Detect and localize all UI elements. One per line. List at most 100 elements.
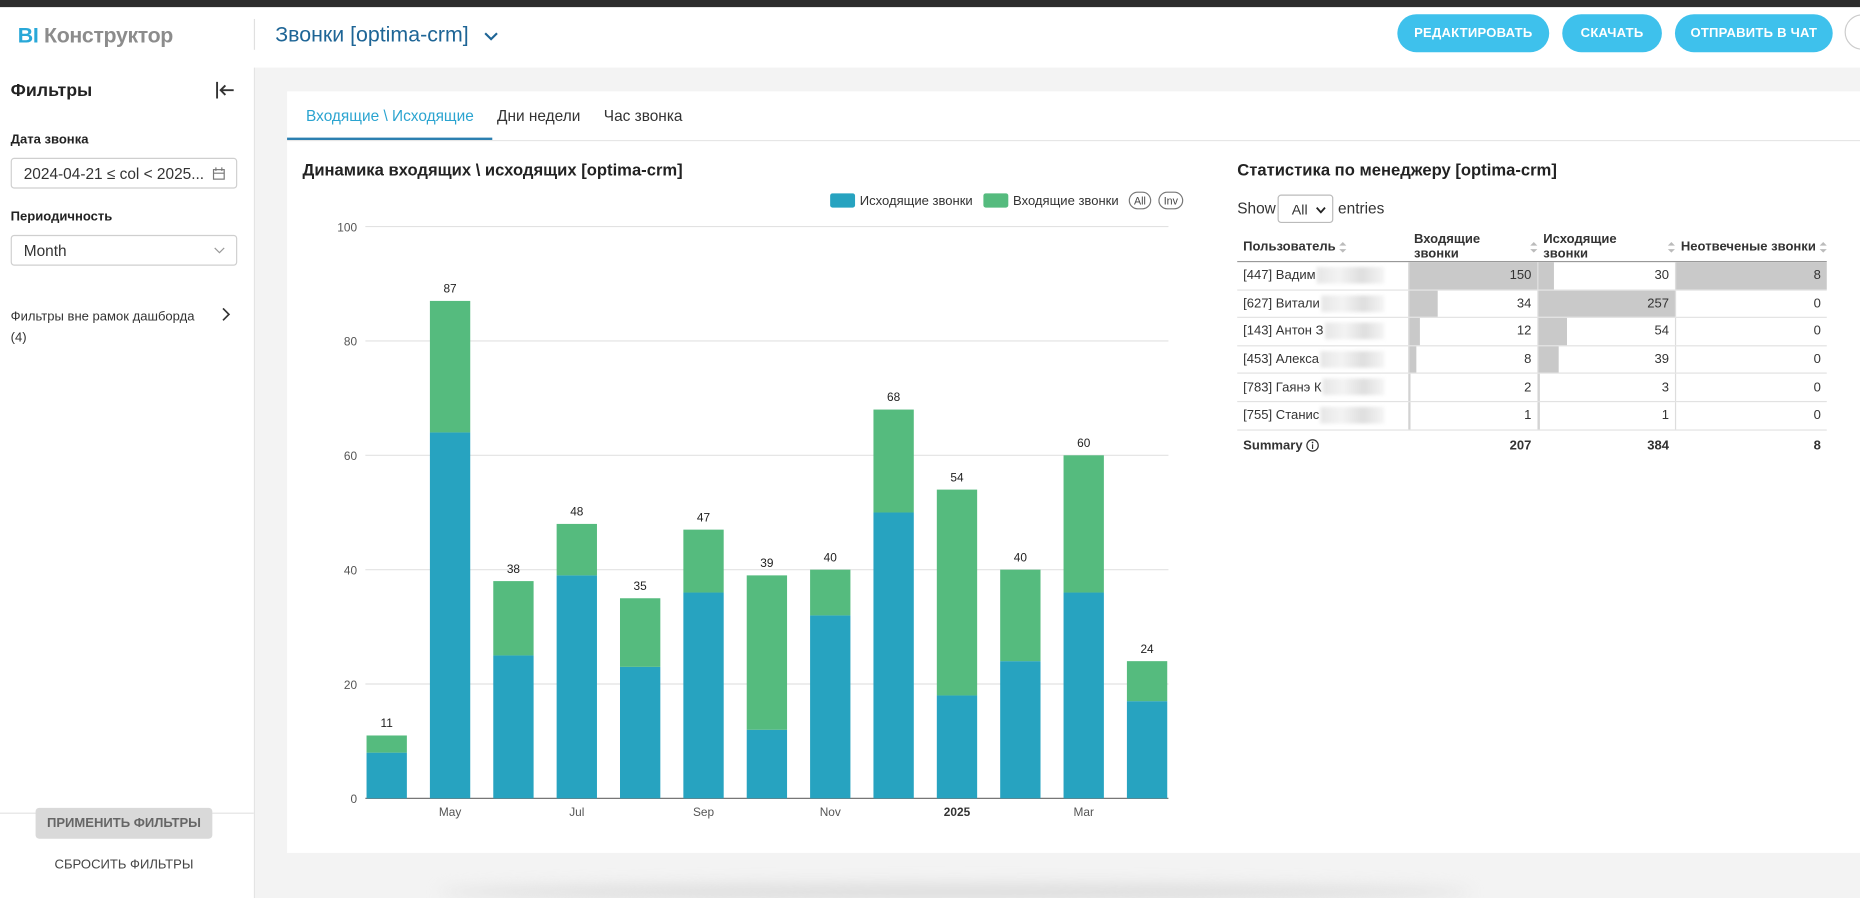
total-label: 87 — [443, 282, 456, 296]
reset-button[interactable]: СБРОСИТЬ ФИЛЬТРЫ — [36, 858, 213, 877]
value-cell: 8 — [1675, 262, 1827, 289]
legend-swatch — [830, 193, 855, 207]
tab[interactable]: Дни недели — [497, 107, 580, 125]
cell-bar — [1409, 318, 1419, 345]
outside-filters[interactable]: Фильтры вне рамок дашборда(4) — [11, 306, 213, 349]
outside-filters-label: Фильтры вне рамок дашборда — [11, 310, 195, 324]
cell-value: 150 — [1510, 268, 1532, 282]
total-label: 35 — [634, 579, 648, 593]
collapse-icon[interactable] — [215, 81, 236, 100]
period-value: Month — [24, 242, 67, 260]
value-cell: 0 — [1675, 346, 1827, 373]
cell-value: 8 — [1524, 352, 1531, 366]
chart: 02040608010011873848354739406854406024Ma… — [287, 178, 1200, 842]
cell-value: 0 — [1814, 324, 1821, 338]
page-size: All — [1292, 202, 1308, 219]
value-cell: 30 — [1537, 262, 1675, 289]
value-cell: 39 — [1537, 346, 1675, 373]
legend-button[interactable]: Inv — [1159, 192, 1183, 209]
x-tick-label: 2025 — [944, 805, 971, 819]
bar-segment — [1000, 570, 1040, 661]
tab[interactable]: Входящие \ Исходящие — [306, 107, 474, 125]
value-cell: 34 — [1408, 290, 1537, 317]
bar-segment — [937, 695, 977, 798]
edit-button[interactable]: РЕДАКТИРОВАТЬ — [1397, 14, 1549, 52]
value-cell: 0 — [1675, 290, 1827, 317]
bar-segment — [747, 575, 787, 729]
chart-title: Динамика входящих \ исходящих [optima-cr… — [302, 160, 682, 179]
summary-row: Summary2073848 — [1237, 431, 1827, 459]
value-cell: 1 — [1537, 402, 1675, 429]
header-cell[interactable]: Пользователь — [1237, 233, 1408, 261]
total-label: 54 — [950, 470, 964, 484]
download-button[interactable]: СКАЧАТЬ — [1562, 14, 1662, 52]
apply-button[interactable]: ПРИМЕНИТЬ ФИЛЬТРЫ — [36, 808, 213, 839]
entries-label: entries — [1338, 199, 1384, 217]
cell-value: 30 — [1654, 268, 1669, 282]
user-name: [755] Станис — [1243, 408, 1319, 422]
header-text: Пользователь — [1243, 240, 1336, 254]
period-select[interactable]: Month — [11, 235, 238, 266]
cell-bar — [1676, 262, 1827, 289]
bar-segment — [1000, 661, 1040, 798]
tab-underline — [287, 138, 492, 140]
header-cell[interactable]: Исходящие звонки — [1537, 233, 1675, 261]
total-label: 60 — [1077, 436, 1091, 450]
cell-bar — [1409, 374, 1411, 401]
bar-segment — [683, 530, 723, 593]
summary-label-cell: Summary — [1237, 431, 1408, 459]
legend-item[interactable]: Исходящие звонки — [830, 193, 973, 208]
value-cell: 8 — [1408, 346, 1537, 373]
header-text: Входящие звонки — [1414, 233, 1527, 261]
total-label: 11 — [381, 716, 394, 730]
bar-segment — [810, 570, 850, 616]
page-size-select[interactable]: All — [1278, 195, 1334, 223]
cell-value: 39 — [1654, 352, 1669, 366]
table-row: [627] Витали342570 — [1237, 290, 1827, 318]
header-text: Неотвеченые звонки — [1681, 240, 1816, 254]
chevron-right — [222, 307, 231, 321]
summary-label: Summary — [1243, 438, 1302, 452]
bar-segment — [1064, 455, 1104, 592]
cell-bar — [1539, 318, 1568, 345]
avatar[interactable] — [1845, 14, 1860, 50]
shadow — [439, 884, 1471, 898]
send-button[interactable]: ОТПРАВИТЬ В ЧАТ — [1675, 14, 1833, 52]
header-cell[interactable]: Неотвеченые звонки — [1675, 233, 1827, 261]
total-label: 40 — [1014, 550, 1028, 564]
bar-segment — [493, 581, 533, 655]
blur-mask — [1320, 407, 1384, 424]
cell-value: 3 — [1662, 380, 1669, 394]
table-title: Статистика по менеджеру [optima-crm] — [1237, 160, 1557, 179]
logo[interactable]: BI Конструктор — [18, 24, 173, 49]
date-input[interactable]: 2024-04-21 ≤ col < 2025... — [11, 158, 238, 189]
bar-segment — [683, 593, 723, 799]
cell-bar — [1409, 346, 1416, 373]
total-label: 40 — [824, 550, 838, 564]
cell-value: 0 — [1814, 380, 1821, 394]
legend-button[interactable]: All — [1129, 192, 1150, 209]
blur-mask — [1325, 323, 1384, 340]
dashboard-title[interactable]: Звонки [optima-crm] — [275, 23, 498, 48]
bar-segment — [1064, 593, 1104, 799]
cell-value: 8 — [1814, 268, 1821, 282]
legend-item[interactable]: Входящие звонки — [983, 193, 1118, 208]
cell-value: 0 — [1814, 296, 1821, 310]
legend-swatch — [983, 193, 1008, 207]
info-icon[interactable] — [1306, 439, 1319, 452]
separator — [254, 19, 255, 50]
x-tick-label: Nov — [820, 805, 841, 819]
x-tick-label: Mar — [1073, 805, 1093, 819]
blur-mask — [1323, 379, 1385, 396]
blur-mask — [1321, 295, 1384, 312]
show-label: Show — [1237, 199, 1276, 217]
tab[interactable]: Час звонка — [604, 107, 683, 125]
sort-icon — [1339, 241, 1346, 252]
header-cell[interactable]: Входящие звонки — [1408, 233, 1537, 261]
cell-value: 34 — [1517, 296, 1532, 310]
bar-segment — [430, 301, 470, 433]
value-cell: 0 — [1675, 374, 1827, 401]
cell-value: 54 — [1654, 324, 1669, 338]
x-tick-label: Jul — [569, 805, 584, 819]
